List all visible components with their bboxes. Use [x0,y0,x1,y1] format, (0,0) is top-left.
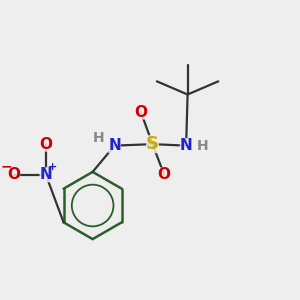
Text: O: O [7,167,20,182]
Text: S: S [146,135,159,153]
Text: +: + [48,162,57,172]
Text: O: O [158,167,171,182]
Text: N: N [40,167,52,182]
Text: N: N [108,138,121,153]
Text: O: O [134,104,147,119]
Text: N: N [180,138,193,153]
Text: H: H [196,139,208,153]
Text: H: H [93,131,104,145]
Text: O: O [39,137,52,152]
Text: −: − [1,160,12,174]
